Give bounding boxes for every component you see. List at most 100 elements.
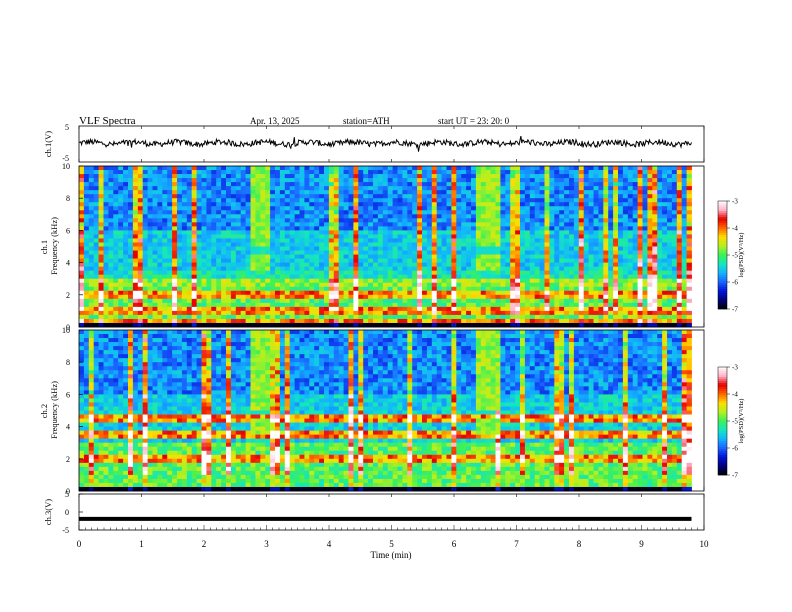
spectrogram-cell [397,290,403,296]
spectrogram-cell [255,258,261,263]
spectrogram-cell [314,298,320,304]
spectrogram-cell [657,242,663,247]
spectrogram-cell [466,278,472,284]
spectrogram-cell [132,250,139,255]
spectrogram-cell [598,242,604,247]
spectrogram-cell [245,182,251,187]
spectrogram-cell [475,226,482,231]
spectrogram-cell [637,274,643,280]
spectrogram-cell [471,206,477,211]
spectrogram-cell [98,174,104,179]
spectrogram-cell [255,250,261,255]
spectrogram-cell [206,302,212,308]
spectrogram-cell [250,234,256,239]
spectrogram-cell [314,242,320,247]
spectrogram-cell [471,302,477,308]
spectrogram-cell [191,294,197,300]
spectrogram-cell [505,314,511,320]
spectrogram-cell [598,270,604,276]
spectrogram-cell [618,310,624,316]
spectrogram-cell [230,242,237,247]
spectrogram-cell [181,206,188,211]
spectrogram-cell [618,290,624,296]
spectrogram-cell [417,210,423,215]
spectrogram-cell [343,178,349,183]
spectrogram-cell [426,190,433,195]
spectrogram-cell [206,282,212,288]
spectrogram-cell [230,186,237,191]
spectrogram-cell [265,210,271,215]
spectrogram-cell [569,258,575,263]
spectrogram-cell [93,246,99,251]
spectrogram-cell [284,186,291,191]
spectrogram-cell [103,302,109,308]
spectrogram-cell [304,266,310,272]
spectrogram-cell [515,266,521,272]
spectrogram-cell [309,266,315,272]
spectrogram-cell [466,302,472,308]
spectrogram-cell [98,238,104,243]
spectrogram-cell [598,310,604,316]
spectrogram-cell [471,274,477,280]
spectrogram-cell [338,170,344,175]
spectrogram-cell [363,266,369,272]
spectrogram-cell [446,210,452,215]
spectrogram-cell [471,166,477,171]
spectrogram-cell [451,194,457,199]
spectrogram-cell [343,194,349,199]
spectrogram-cell [446,214,452,219]
spectrogram-cell [240,214,246,219]
spectrogram-cell [426,270,433,276]
spectrogram-cell [676,238,683,243]
spectrogram-cell [368,242,374,247]
spectrogram-cell [578,302,585,308]
spectrogram-cell [358,302,364,308]
spectrogram-cell [652,306,658,312]
spectrogram-cell [608,178,614,183]
spectrogram-cell [426,310,433,316]
spectrogram-cell [181,186,188,191]
spectrogram-cell [593,218,599,223]
spectrogram-cell [588,310,594,316]
spectrogram-cell [275,282,281,288]
spectrogram-cell [461,282,467,288]
spectrogram-cell [451,302,457,308]
spectrogram-cell [216,278,222,284]
spectrogram-cell [686,282,692,288]
spectrogram-cell [123,310,129,316]
spectrogram-cell [162,218,168,223]
spectrogram-cell [324,190,330,195]
spectrogram-cell [363,174,369,179]
spectrogram-cell [103,210,109,215]
spectrogram-cell [181,226,188,231]
spectrogram-cell [255,254,261,259]
spectrogram-cell [505,298,511,304]
spectrogram-cell [392,218,398,223]
spectrogram-cell [613,274,619,280]
spectrogram-cell [573,166,580,171]
spectrogram-cell [588,234,594,239]
spectrogram-cell [103,170,109,175]
spectrogram-cell [88,242,95,247]
spectrogram-cell [598,186,604,191]
spectrogram-cell [529,318,536,324]
spectrogram-cell [505,174,511,179]
spectrogram-cell [128,194,134,199]
spectrogram-cell [441,194,447,199]
spectrogram-cell [128,258,134,263]
spectrogram-cell [88,238,95,243]
spectrogram-cell [524,186,531,191]
spectrogram-cell [226,274,232,280]
spectrogram-cell [569,266,575,272]
spectrogram-cell [417,178,423,183]
spectrogram-cell [260,230,266,235]
spectrogram-cell [147,226,153,231]
spectrogram-cell [348,178,354,183]
spectrogram-cell [549,266,555,272]
spectrogram-cell [177,306,183,312]
spectrogram-cell [490,290,496,296]
spectrogram-cell [377,306,384,312]
spectrogram-cell [294,278,300,284]
spectrogram-cell [573,298,580,304]
spectrogram-cell [441,190,447,195]
